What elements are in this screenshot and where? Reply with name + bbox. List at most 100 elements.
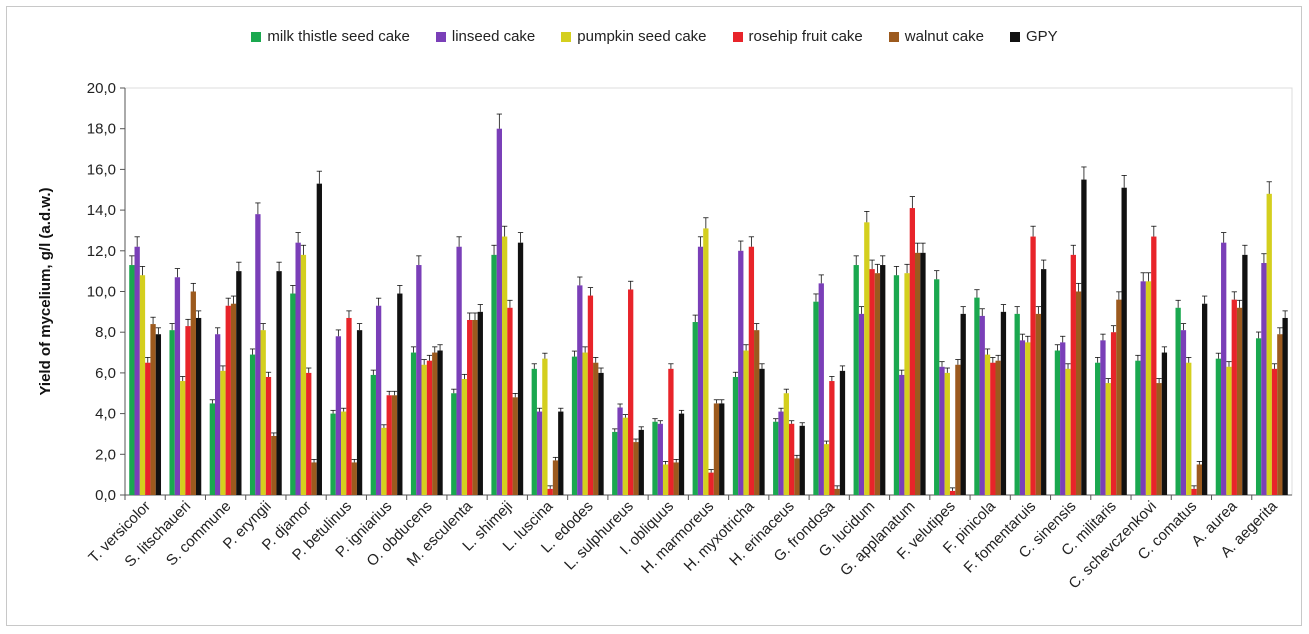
bar-24-1 (1100, 340, 1106, 495)
chart-frame (6, 6, 1302, 626)
bar-19-3 (909, 208, 916, 495)
bar-28-2 (1266, 193, 1272, 495)
bar-28-1 (1261, 263, 1267, 495)
bar-8-5 (477, 311, 483, 495)
bar-7-1 (416, 265, 422, 495)
y-tick-label-8: 16,0 (87, 161, 116, 178)
bar-8-3 (467, 319, 473, 495)
y-tick-label-0: 0,0 (95, 487, 116, 504)
bar-18-5 (880, 265, 886, 495)
legend-swatch-2 (561, 31, 572, 42)
bar-21-0 (974, 297, 980, 495)
bar-4-3 (306, 372, 312, 495)
bar-7-3 (426, 360, 433, 495)
bar-13-5 (678, 413, 685, 495)
bar-15-5 (759, 368, 765, 495)
bar-25-1 (1140, 281, 1146, 495)
bar-9-0 (491, 254, 497, 495)
bar-18-3 (869, 269, 875, 495)
legend-swatch-1 (435, 31, 446, 42)
bar-27-4 (1236, 307, 1243, 495)
bar-12-0 (612, 431, 618, 495)
bar-2-4 (230, 303, 237, 495)
bar-12-4 (633, 442, 639, 495)
bar-14-4 (713, 403, 720, 495)
bar-26-5 (1201, 303, 1208, 495)
y-tick-label-9: 18,0 (87, 121, 116, 138)
bar-20-0 (934, 279, 940, 495)
bar-11-2 (582, 352, 588, 495)
bar-19-1 (899, 374, 905, 495)
bar-23-1 (1060, 342, 1066, 495)
bar-3-1 (255, 214, 261, 496)
bar-13-0 (652, 421, 658, 495)
bar-5-0 (330, 413, 336, 495)
bar-15-1 (738, 250, 744, 495)
bar-19-4 (915, 252, 921, 495)
bar-16-2 (783, 393, 789, 495)
bar-10-1 (536, 411, 543, 495)
bar-28-4 (1277, 334, 1283, 495)
bar-10-5 (558, 411, 564, 495)
legend-item-0: milk thistle seed cake (251, 28, 410, 45)
bar-0-0 (129, 265, 135, 495)
bar-1-5 (195, 317, 202, 495)
bar-4-2 (300, 254, 307, 495)
bar-3-5 (276, 271, 282, 495)
bar-20-3 (949, 490, 956, 495)
bar-0-1 (134, 246, 140, 495)
bar-9-3 (507, 307, 513, 495)
bar-22-3 (1030, 236, 1036, 495)
bar-4-1 (295, 242, 301, 495)
bar-9-5 (517, 242, 524, 495)
bar-22-5 (1041, 269, 1047, 495)
bar-0-3 (145, 362, 151, 495)
bar-2-3 (225, 305, 231, 495)
bar-16-1 (778, 411, 784, 495)
bar-21-3 (990, 362, 996, 495)
bar-12-2 (622, 417, 629, 495)
bar-13-2 (662, 464, 669, 495)
bar-14-2 (703, 228, 709, 496)
bar-14-1 (697, 246, 704, 495)
legend-item-2: pumpkin seed cake (561, 28, 707, 45)
y-tick-label-4: 8,0 (95, 324, 116, 341)
bar-6-2 (381, 427, 387, 495)
bar-5-1 (335, 336, 342, 495)
bar-18-1 (858, 313, 865, 495)
bar-19-2 (904, 273, 910, 495)
legend-label-0: milk thistle seed cake (267, 28, 410, 45)
bar-6-0 (370, 374, 376, 495)
bar-16-3 (788, 423, 795, 495)
bar-21-4 (995, 360, 1001, 495)
y-tick-label-5: 10,0 (87, 284, 116, 301)
legend-swatch-4 (888, 31, 899, 42)
bar-20-4 (955, 364, 961, 495)
bar-24-2 (1105, 383, 1111, 495)
bar-5-4 (351, 462, 357, 495)
bar-15-2 (743, 350, 749, 495)
bar-22-1 (1019, 340, 1026, 495)
bar-18-4 (874, 273, 881, 495)
bar-3-2 (260, 330, 266, 495)
bar-12-1 (617, 407, 623, 495)
bar-4-0 (290, 293, 296, 495)
bar-17-2 (823, 444, 830, 495)
bar-26-0 (1175, 307, 1181, 495)
bar-28-5 (1282, 317, 1288, 495)
bar-22-0 (1014, 313, 1020, 495)
bar-24-4 (1116, 299, 1122, 495)
bar-15-3 (748, 246, 755, 495)
bar-23-2 (1065, 368, 1071, 495)
bar-10-3 (547, 488, 553, 495)
legend-label-3: rosehip fruit cake (748, 28, 863, 45)
y-tick-label-2: 4,0 (95, 406, 116, 423)
legend-label-2: pumpkin seed cake (577, 28, 707, 45)
bar-5-5 (356, 330, 363, 495)
bar-7-4 (432, 352, 438, 495)
bar-2-1 (215, 334, 221, 495)
legend-swatch-3 (732, 31, 743, 42)
bar-2-5 (236, 271, 242, 495)
bar-26-2 (1186, 362, 1192, 495)
bar-8-2 (461, 379, 468, 495)
